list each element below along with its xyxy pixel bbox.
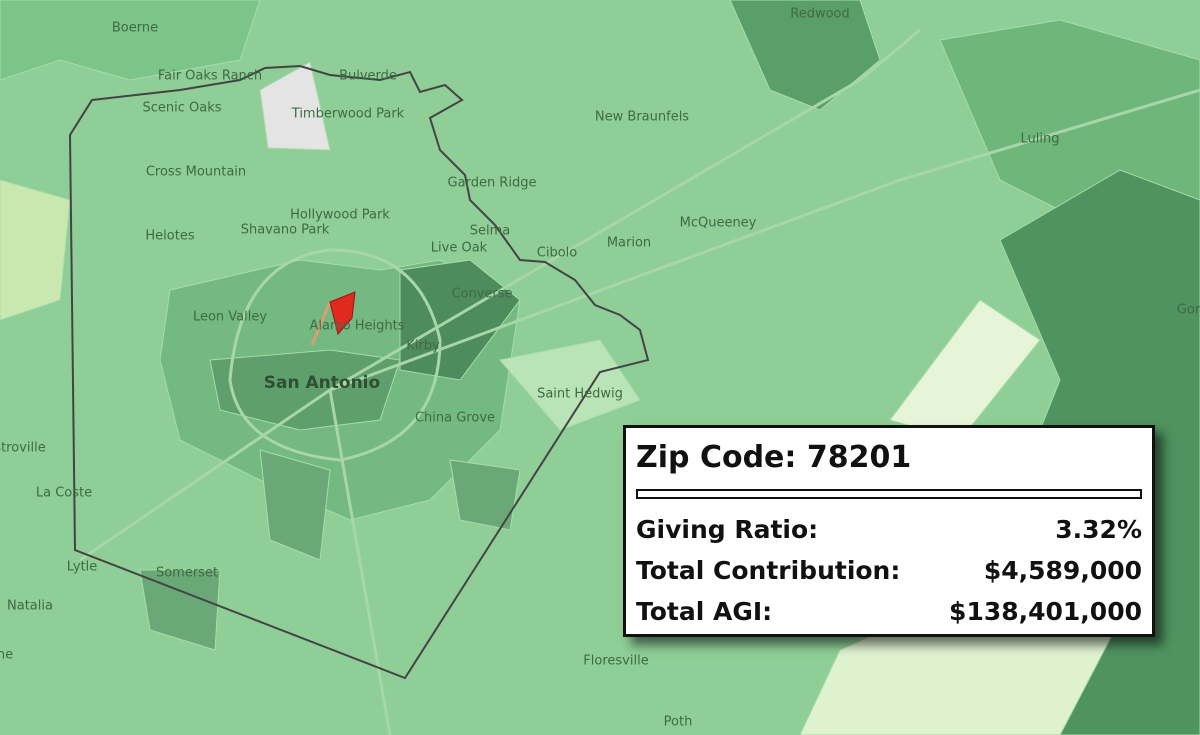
info-title: Zip Code: 78201 <box>636 440 912 475</box>
place-label: Lytle <box>67 560 97 575</box>
place-label: Cibolo <box>537 246 578 261</box>
place-label: Saint Hedwig <box>537 387 623 402</box>
place-label: Live Oak <box>431 241 488 256</box>
place-label: McQueeney <box>680 216 757 231</box>
info-value: $138,401,000 <box>949 597 1142 626</box>
place-label: Helotes <box>145 229 194 244</box>
place-label: Hollywood Park <box>290 208 390 223</box>
place-label: Converse <box>451 287 512 302</box>
county-outline <box>68 64 650 680</box>
info-row: Giving Ratio: 3.32% <box>636 509 1142 550</box>
info-box: Zip Code: 78201 Giving Ratio: 3.32% Total … <box>623 425 1155 637</box>
place-label: Gon <box>1177 303 1200 318</box>
place-label: Shavano Park <box>241 223 330 238</box>
place-label: Alamo Heights <box>310 319 405 334</box>
info-label: Total AGI: <box>636 597 773 626</box>
info-row: Total Contribution: $4,589,000 <box>636 550 1142 591</box>
place-label: Selma <box>470 224 511 239</box>
place-label: Poth <box>664 715 693 730</box>
place-label: Bulverde <box>339 69 397 84</box>
place-label: stroville <box>0 441 46 456</box>
place-label: Somerset <box>156 566 218 581</box>
place-label: Fair Oaks Ranch <box>158 69 262 84</box>
place-label: Luling <box>1021 132 1060 147</box>
title-rule <box>636 489 1142 499</box>
place-label: Garden Ridge <box>448 176 537 191</box>
place-label: San Antonio <box>264 373 380 393</box>
info-label: Total Contribution: <box>636 556 901 585</box>
place-label: Floresville <box>583 654 648 669</box>
place-label: Leon Valley <box>193 310 267 325</box>
place-label: Timberwood Park <box>291 107 405 122</box>
place-label: China Grove <box>415 411 495 426</box>
place-label: Boerne <box>112 21 158 36</box>
location-flag <box>310 291 356 346</box>
place-label: La Coste <box>36 486 92 501</box>
info-value: $4,589,000 <box>983 556 1142 585</box>
place-label: ne <box>0 648 13 663</box>
place-label: Redwood <box>790 7 850 22</box>
info-value: 3.32% <box>1055 515 1142 544</box>
place-label: Kirby <box>406 339 440 354</box>
place-label: Marion <box>607 236 651 251</box>
place-label: New Braunfels <box>595 110 689 125</box>
info-row: Total AGI: $138,401,000 <box>636 591 1142 632</box>
place-label: Natalia <box>7 599 53 614</box>
info-label: Giving Ratio: <box>636 515 819 544</box>
roads <box>79 28 1200 735</box>
place-label: Scenic Oaks <box>142 101 221 116</box>
place-label: Cross Mountain <box>146 165 246 180</box>
place-labels: Boerne Redwood Fair Oaks Ranch Bulverde Scen… <box>0 7 1200 730</box>
info-rows: Giving Ratio: 3.32% Total Contribution: $4,… <box>636 509 1142 632</box>
